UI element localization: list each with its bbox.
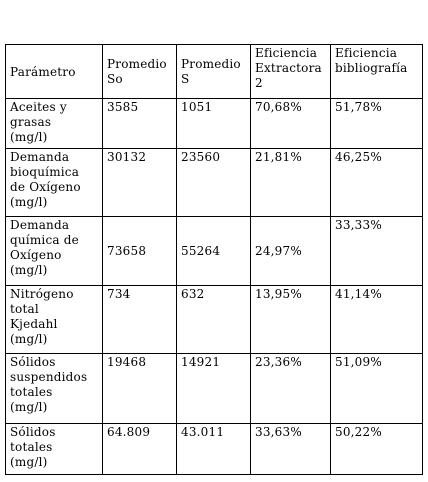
header-row: Parámetro Promedio So Promedio S Eficien… <box>5 44 423 99</box>
parameter-cell: Sólidos totales (mg/l) <box>5 423 103 475</box>
extraction-efficiency-cell: 13,95% <box>250 285 331 354</box>
average-s-cell: 43.011 <box>176 423 251 475</box>
bibliography-efficiency-cell: 50,22% <box>330 423 423 475</box>
parameter-cell: Demanda bioquímica de Oxígeno (mg/l) <box>5 148 103 217</box>
average-so-cell: 734 <box>102 285 177 354</box>
average-so-cell: 64.809 <box>102 423 177 475</box>
average-s-cell: 632 <box>176 285 251 354</box>
extraction-efficiency-cell: 70,68% <box>250 98 331 149</box>
header-cell-average-s: Promedio S <box>176 44 251 99</box>
average-so-cell: 73658 <box>102 216 177 286</box>
table-row: Demanda química de Oxígeno (mg/l) 73658 … <box>5 216 423 286</box>
results-table: Parámetro Promedio So Promedio S Eficien… <box>5 44 423 475</box>
average-so-cell: 30132 <box>102 148 177 217</box>
header-cell-bibliography-efficiency: Eficiencia bibliografía <box>330 44 423 99</box>
parameter-cell: Demanda química de Oxígeno (mg/l) <box>5 216 103 286</box>
table-row: Sólidos suspendidos totales (mg/l) 19468… <box>5 353 423 424</box>
extraction-efficiency-cell: 33,63% <box>250 423 331 475</box>
bibliography-efficiency-cell: 51,09% <box>330 353 423 424</box>
average-s-cell: 14921 <box>176 353 251 424</box>
average-so-cell: 19468 <box>102 353 177 424</box>
average-s-cell: 23560 <box>176 148 251 217</box>
average-so-cell: 3585 <box>102 98 177 149</box>
header-cell-average-so: Promedio So <box>102 44 177 99</box>
table-row: Nitrógeno total Kjedahl (mg/l) 734 632 1… <box>5 285 423 354</box>
parameter-cell: Aceites y grasas (mg/l) <box>5 98 103 149</box>
header-cell-extraction-efficiency: Eficiencia Extractora 2 <box>250 44 331 99</box>
bibliography-efficiency-cell: 41,14% <box>330 285 423 354</box>
parameter-cell: Sólidos suspendidos totales (mg/l) <box>5 353 103 424</box>
bibliography-efficiency-cell: 33,33% <box>330 216 423 286</box>
header-cell-parameter: Parámetro <box>5 44 103 99</box>
parameter-cell: Nitrógeno total Kjedahl (mg/l) <box>5 285 103 354</box>
table-row: Demanda bioquímica de Oxígeno (mg/l) 301… <box>5 148 423 217</box>
average-s-cell: 55264 <box>176 216 251 286</box>
extraction-efficiency-cell: 23,36% <box>250 353 331 424</box>
average-s-cell: 1051 <box>176 98 251 149</box>
table-row: Aceites y grasas (mg/l) 3585 1051 70,68%… <box>5 98 423 149</box>
extraction-efficiency-cell: 21,81% <box>250 148 331 217</box>
bibliography-efficiency-cell: 46,25% <box>330 148 423 217</box>
table-row: Sólidos totales (mg/l) 64.809 43.011 33,… <box>5 423 423 475</box>
bibliography-efficiency-cell: 51,78% <box>330 98 423 149</box>
extraction-efficiency-cell: 24,97% <box>250 216 331 286</box>
